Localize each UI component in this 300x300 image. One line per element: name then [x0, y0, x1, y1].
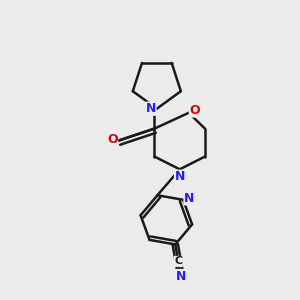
Text: N: N — [146, 102, 156, 115]
Text: N: N — [175, 170, 185, 183]
Text: O: O — [189, 104, 200, 117]
Text: C: C — [174, 256, 182, 266]
Text: N: N — [184, 192, 194, 205]
Text: N: N — [176, 269, 186, 283]
Text: O: O — [107, 133, 118, 146]
